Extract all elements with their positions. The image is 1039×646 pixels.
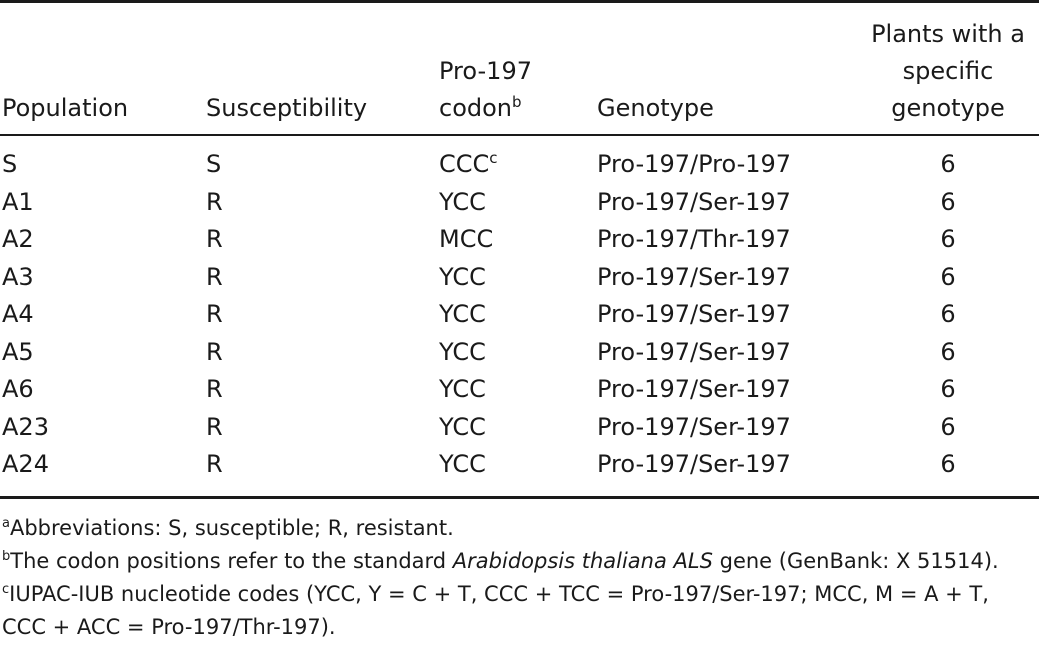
cell-population: A6 — [2, 375, 34, 403]
header-susceptibility: Susceptibility — [206, 94, 368, 122]
table-row: A5 R YCC Pro-197/Ser-197 6 — [0, 334, 1039, 372]
table-row: A23 R YCC Pro-197/Ser-197 6 — [0, 409, 1039, 447]
cell-population: A23 — [2, 412, 49, 441]
species-gene-name: Arabidopsis thaliana ALS — [452, 549, 713, 573]
cell-genotype: Pro-197/Thr-197 — [597, 225, 791, 253]
header-plants-line1: Plants with a — [871, 20, 1025, 48]
cell-codon: CCCc — [439, 149, 498, 178]
cell-plants: 6 — [940, 150, 956, 178]
header-plants: Plants with a specific genotype — [857, 16, 1039, 137]
header-rule — [0, 134, 1039, 136]
cell-plants: 6 — [940, 412, 956, 441]
header-plants-line2: specific — [902, 57, 994, 85]
header-population: Population — [2, 94, 129, 122]
cell-plants: 6 — [940, 187, 956, 216]
table-body: S S CCCc Pro-197/Pro-197 6 A1 R YCC Pro-197/Ser-… — [0, 137, 1039, 484]
footnote-b: bThe codon positions refer to the standa… — [2, 549, 999, 573]
cell-plants: 6 — [940, 375, 956, 403]
cell-susceptibility: R — [206, 337, 223, 366]
cell-codon: YCC — [439, 337, 486, 366]
cell-plants: 6 — [940, 450, 956, 478]
footnotes: aAbbreviations: S, susceptible; R, resis… — [2, 512, 1039, 644]
cell-plants: 6 — [940, 225, 956, 253]
cell-susceptibility: R — [206, 450, 223, 478]
table-row: A6 R YCC Pro-197/Ser-197 6 — [0, 371, 1039, 409]
cell-population: A5 — [2, 337, 34, 366]
bottom-rule — [0, 496, 1039, 499]
header-codon-line2: codon — [439, 94, 513, 122]
footnote-c: cIUPAC-IUB nucleotide codes (YCC, Y = C … — [2, 582, 989, 639]
cell-genotype: Pro-197/Ser-197 — [597, 187, 791, 216]
cell-susceptibility: R — [206, 262, 223, 291]
cell-population: A3 — [2, 262, 34, 291]
cell-susceptibility: R — [206, 412, 223, 441]
table-row: A24 R YCC Pro-197/Ser-197 6 — [0, 446, 1039, 484]
top-rule — [0, 0, 1039, 3]
cell-susceptibility: R — [206, 187, 223, 216]
cell-genotype: Pro-197/Ser-197 — [597, 300, 791, 328]
cell-codon: MCC — [439, 225, 494, 253]
cell-population: S — [2, 150, 18, 178]
cell-codon: YCC — [439, 187, 486, 216]
header-codon-line1: Pro-197 — [439, 57, 532, 85]
cell-plants: 6 — [940, 337, 956, 366]
cell-susceptibility: S — [206, 150, 222, 178]
cell-susceptibility: R — [206, 225, 223, 253]
header-row: Population Susceptibility Pro-197 codonb… — [0, 16, 1039, 137]
genotype-table: Population Susceptibility Pro-197 codonb… — [0, 16, 1039, 484]
header-plants-line3: genotype — [891, 94, 1005, 122]
cell-genotype: Pro-197/Ser-197 — [597, 412, 791, 441]
cell-plants: 6 — [940, 300, 956, 328]
cell-population: A4 — [2, 300, 34, 328]
cell-codon: YCC — [439, 450, 486, 478]
footnote-a: aAbbreviations: S, susceptible; R, resis… — [2, 516, 454, 540]
cell-codon: YCC — [439, 412, 486, 441]
header-codon: Pro-197 codonb — [437, 16, 595, 137]
cell-plants: 6 — [940, 262, 956, 291]
cell-susceptibility: R — [206, 300, 223, 328]
cell-genotype: Pro-197/Ser-197 — [597, 375, 791, 403]
table-row: A3 R YCC Pro-197/Ser-197 6 — [0, 259, 1039, 297]
footnote-mark-b: b — [512, 93, 522, 111]
table-row: A4 R YCC Pro-197/Ser-197 6 — [0, 296, 1039, 334]
table-row: A2 R MCC Pro-197/Thr-197 6 — [0, 221, 1039, 259]
header-genotype: Genotype — [597, 94, 714, 122]
table-row: A1 R YCC Pro-197/Ser-197 6 — [0, 184, 1039, 222]
cell-genotype: Pro-197/Pro-197 — [597, 150, 792, 178]
cell-susceptibility: R — [206, 375, 223, 403]
cell-codon: YCC — [439, 262, 486, 291]
cell-codon: YCC — [439, 300, 486, 328]
footnote-mark-c: c — [489, 149, 498, 167]
cell-population: A1 — [2, 187, 34, 216]
cell-population: A2 — [2, 225, 34, 253]
table-row: S S CCCc Pro-197/Pro-197 6 — [0, 137, 1039, 184]
cell-genotype: Pro-197/Ser-197 — [597, 450, 791, 478]
cell-population: A24 — [2, 450, 49, 478]
cell-codon: YCC — [439, 375, 486, 403]
cell-genotype: Pro-197/Ser-197 — [597, 337, 791, 366]
cell-genotype: Pro-197/Ser-197 — [597, 262, 791, 291]
